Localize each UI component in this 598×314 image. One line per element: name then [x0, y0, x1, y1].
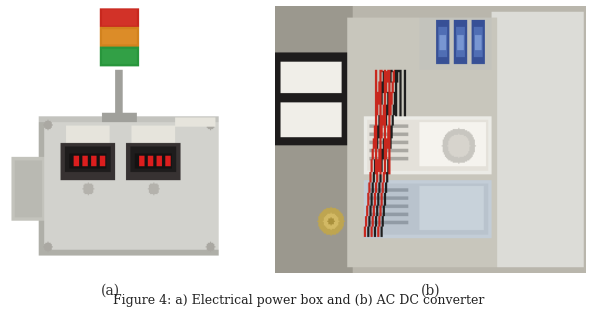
- Text: (a): (a): [101, 284, 120, 297]
- Text: Figure 4: a) Electrical power box and (b) AC DC converter: Figure 4: a) Electrical power box and (b…: [113, 294, 485, 307]
- Text: (b): (b): [421, 284, 440, 297]
